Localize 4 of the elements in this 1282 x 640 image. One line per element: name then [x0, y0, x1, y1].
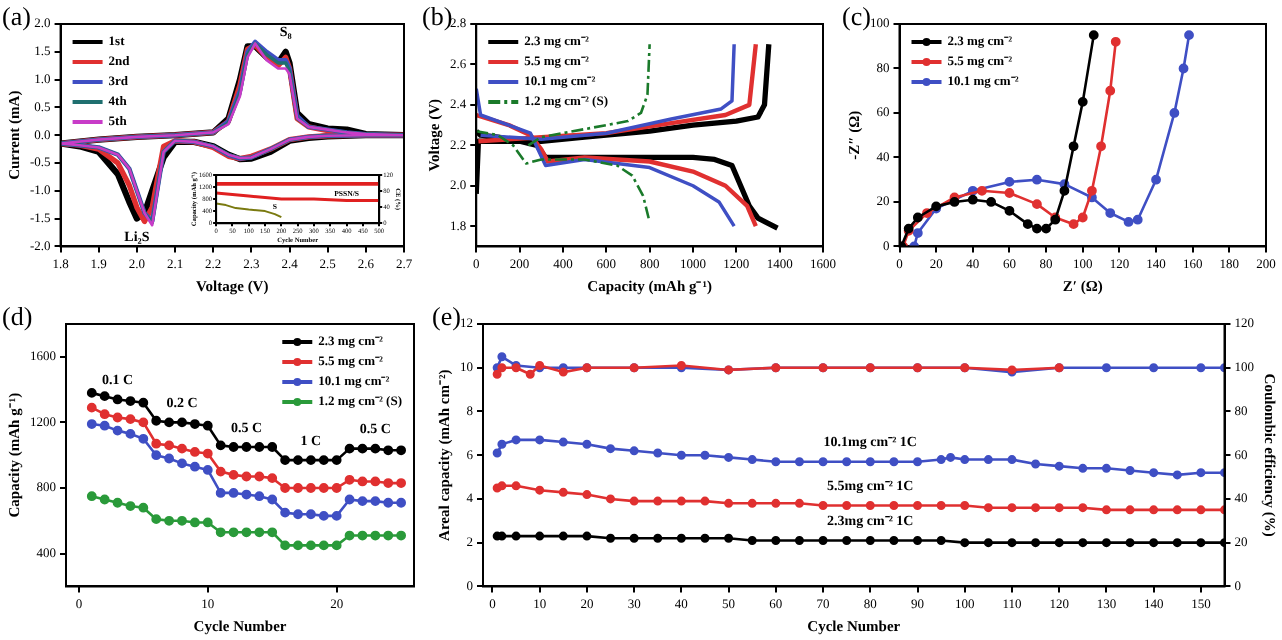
text: (a)	[2, 0, 31, 31]
text: (c)	[842, 0, 871, 31]
text: (d)	[2, 300, 33, 331]
text: (e)	[432, 300, 461, 331]
